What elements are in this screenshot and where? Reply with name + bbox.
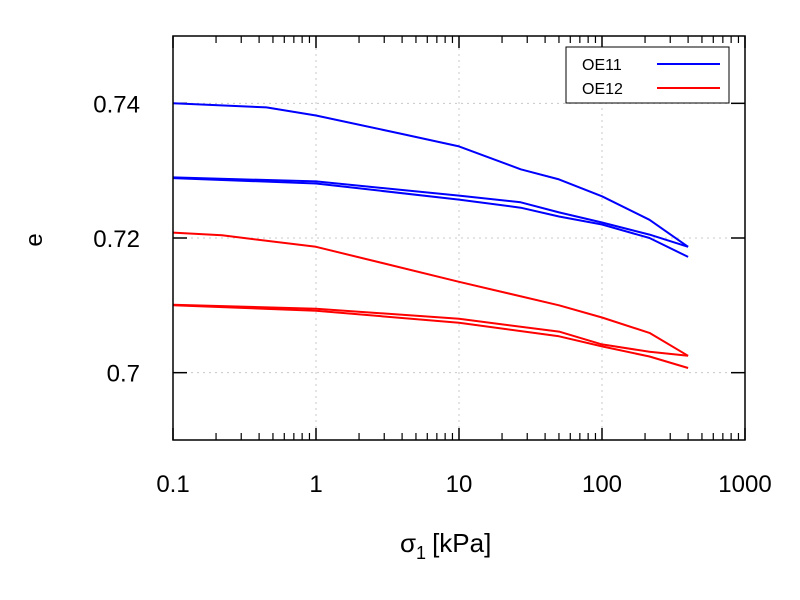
series-line-oe12	[172, 303, 689, 357]
x-axis-label-subscript: 1	[416, 543, 426, 563]
x-axis-label-unit: [kPa]	[432, 528, 491, 558]
legend: OE11 OE12	[565, 46, 730, 104]
legend-box	[565, 46, 730, 104]
x-tick-label: 100	[582, 471, 622, 498]
x-axis-label: σ1 [kPa]	[400, 528, 491, 563]
x-axis-label-symbol: σ	[400, 528, 416, 558]
legend-label-oe12: OE12	[582, 81, 623, 98]
x-tick-label: 0.1	[156, 471, 189, 498]
series-line-oe12	[172, 231, 689, 357]
x-tick-label: 10	[446, 471, 473, 498]
plot-frame	[172, 35, 746, 441]
tick-labels: 0.1 1 10 100 1000 0.7 0.72 0.74	[93, 91, 771, 498]
series-line-oe12	[172, 304, 689, 369]
series-line-oe11	[172, 176, 689, 248]
y-tick-label: 0.72	[93, 226, 140, 253]
y-tick-label: 0.74	[93, 91, 140, 118]
y-tick-label: 0.7	[107, 361, 140, 388]
series-line-oe11	[172, 102, 689, 248]
x-tick-label: 1	[309, 471, 322, 498]
series-line-oe11	[172, 177, 689, 258]
legend-label-oe11: OE11	[582, 57, 622, 74]
y-axis-label: e	[21, 233, 48, 246]
series-lines	[172, 102, 689, 369]
x-tick-label: 1000	[718, 471, 771, 498]
